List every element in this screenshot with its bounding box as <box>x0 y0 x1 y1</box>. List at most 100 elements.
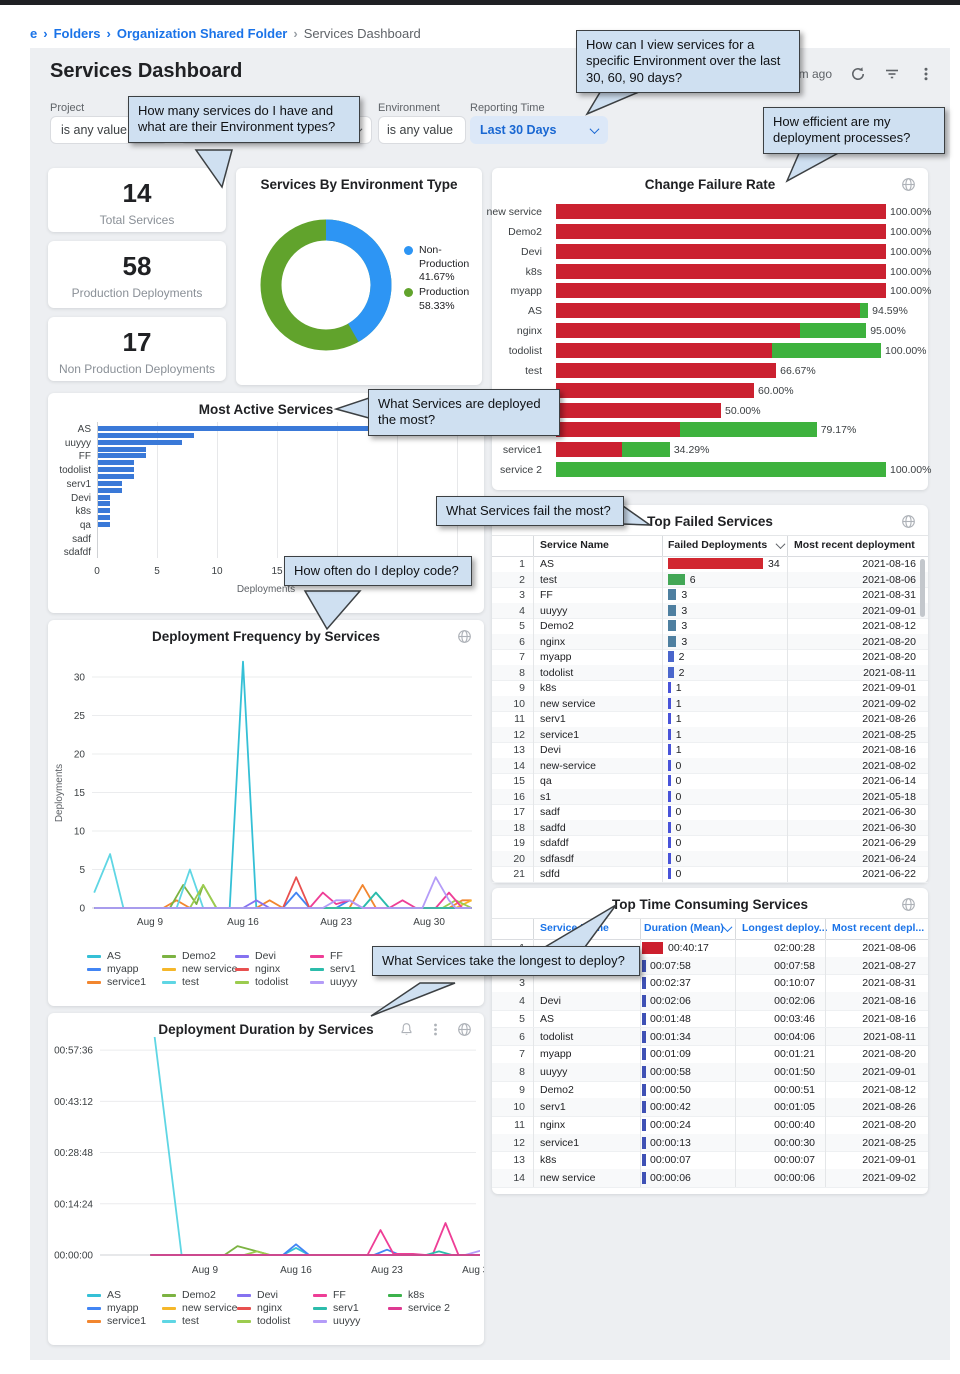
legend-item[interactable]: new service <box>162 1302 237 1314</box>
legend-item[interactable]: Demo2 <box>162 950 216 962</box>
recent-deployment-date: 2021-06-30 <box>862 806 916 818</box>
legend-item[interactable]: FF <box>313 1289 346 1301</box>
column-divider <box>825 1062 826 1081</box>
table-row: 7 myapp 2 2021-08-20 <box>492 649 928 666</box>
legend-item[interactable]: todolist <box>237 1315 290 1327</box>
breadcrumb-item[interactable]: e <box>30 26 38 41</box>
refresh-icon[interactable] <box>850 66 866 82</box>
chart-title: Services By Environment Type <box>260 177 458 192</box>
callout-deployment-efficiency: How efficient are my deployment processe… <box>763 107 945 154</box>
reporting-time-filter-control[interactable]: Last 30 Days <box>470 116 608 144</box>
legend-item[interactable]: test <box>162 976 199 988</box>
filter-list-icon[interactable] <box>884 66 900 82</box>
service-name: sadfd <box>540 821 566 834</box>
legend-item[interactable]: Production 58.33% <box>404 286 487 313</box>
line-series-serv1 <box>94 891 472 909</box>
legend-item[interactable]: nginx <box>237 1302 282 1314</box>
row-number: 8 <box>519 666 525 679</box>
legend-item[interactable]: uuyyy <box>310 976 357 988</box>
legend-item[interactable]: service1 <box>87 976 146 988</box>
column-header[interactable]: Failed Deployments <box>668 539 768 551</box>
legend-item[interactable]: service 2 <box>388 1302 450 1314</box>
y-tick-label: 00:28:48 <box>54 1148 93 1159</box>
column-header[interactable]: Most recent depl... <box>832 922 925 934</box>
duration-mean: 00:00:07 <box>650 1154 691 1167</box>
table-row: 15 qa 0 2021-06-14 <box>492 773 928 790</box>
legend-item[interactable]: FF <box>310 950 343 962</box>
legend-item[interactable]: Devi <box>237 1289 278 1301</box>
duration-bar <box>642 1172 646 1185</box>
more-options-icon[interactable] <box>918 66 934 82</box>
column-divider <box>533 587 534 603</box>
legend-item[interactable]: todolist <box>235 976 288 988</box>
legend-item[interactable]: k8s <box>388 1289 424 1301</box>
x-tick-label: Aug 30 <box>462 1265 484 1276</box>
cfr-row: k8s 100.00% <box>492 263 931 279</box>
callout-deploy-often: How often do I deploy code? <box>284 556 472 587</box>
column-divider <box>533 742 534 758</box>
row-number: 11 <box>514 1119 525 1131</box>
breadcrumb-separator: › <box>43 26 48 41</box>
failed-count: 0 <box>675 806 682 818</box>
legend-item[interactable]: Devi <box>235 950 276 962</box>
column-header[interactable]: Duration (Mean) <box>644 922 724 934</box>
duration-mean: 00:00:13 <box>650 1136 691 1149</box>
longest-deployment: 00:10:07 <box>774 977 815 990</box>
column-divider <box>533 1133 534 1152</box>
bar-failed <box>556 223 886 239</box>
legend-item[interactable]: nginx <box>235 963 280 975</box>
dashboard-header-actions: 10m ago <box>785 66 934 82</box>
x-tick-label: Aug 9 <box>137 917 164 928</box>
legend-item[interactable]: serv1 <box>310 963 356 975</box>
callout-fail-most: What Services fail the most? <box>436 496 624 527</box>
row-number: 9 <box>519 682 525 694</box>
bar <box>98 446 146 452</box>
row-number: 11 <box>514 713 525 725</box>
legend-item[interactable]: Non-Production 41.67% <box>404 244 487 285</box>
bar-failed <box>556 204 886 219</box>
legend-dash <box>87 967 101 971</box>
legend-item[interactable]: AS <box>87 1289 121 1301</box>
column-header[interactable]: Service Name <box>540 922 609 934</box>
x-tick-label: Aug 30 <box>413 917 445 928</box>
table-row: 9 Demo2 00:00:50 00:00:51 2021-08-12 <box>492 1080 928 1100</box>
failed-count-bar <box>668 620 677 631</box>
legend-label: Demo2 <box>182 950 216 962</box>
column-divider <box>662 664 663 680</box>
legend-dash <box>162 967 176 971</box>
bar-succeeded <box>622 442 670 458</box>
column-header[interactable]: Service Name <box>540 539 609 551</box>
sort-chevron-icon[interactable] <box>722 922 733 933</box>
bell-icon[interactable] <box>399 1022 414 1037</box>
legend-label: new service <box>182 1302 238 1314</box>
failed-count: 1 <box>675 682 682 694</box>
breadcrumb-item[interactable]: Organization Shared Folder <box>116 26 288 41</box>
duration-mean: 00:01:48 <box>650 1012 691 1025</box>
sort-chevron-icon[interactable] <box>775 539 786 550</box>
legend-dash <box>388 1306 402 1310</box>
legend-dash <box>388 1293 402 1297</box>
breadcrumb-item[interactable]: Folders <box>53 26 101 41</box>
failed-count: 1 <box>675 713 682 725</box>
bar <box>98 508 110 514</box>
legend-item[interactable]: AS <box>87 950 121 962</box>
table-scrollbar[interactable] <box>920 559 925 617</box>
value-label: 66.67% <box>780 364 816 377</box>
legend-item[interactable]: test <box>162 1315 199 1327</box>
legend-item[interactable]: myapp <box>87 963 139 975</box>
environment-filter-label: Environment <box>378 102 440 114</box>
legend-item[interactable]: service1 <box>87 1315 146 1327</box>
cfr-row: service1 34.29% <box>492 442 928 458</box>
legend-item[interactable]: new service <box>162 963 237 975</box>
legend-item[interactable]: uuyyy <box>313 1315 360 1327</box>
chart-title: Most Active Services <box>198 402 334 417</box>
column-header[interactable]: Most recent deployment <box>794 539 915 551</box>
environment-filter-control[interactable]: is any value <box>378 116 466 144</box>
column-header[interactable]: Longest deploy... <box>742 922 828 934</box>
column-divider <box>662 850 663 866</box>
legend-item[interactable]: Demo2 <box>162 1289 216 1301</box>
column-divider <box>787 556 788 572</box>
value-label: 95.00% <box>870 325 906 338</box>
legend-item[interactable]: serv1 <box>313 1302 359 1314</box>
legend-item[interactable]: myapp <box>87 1302 139 1314</box>
